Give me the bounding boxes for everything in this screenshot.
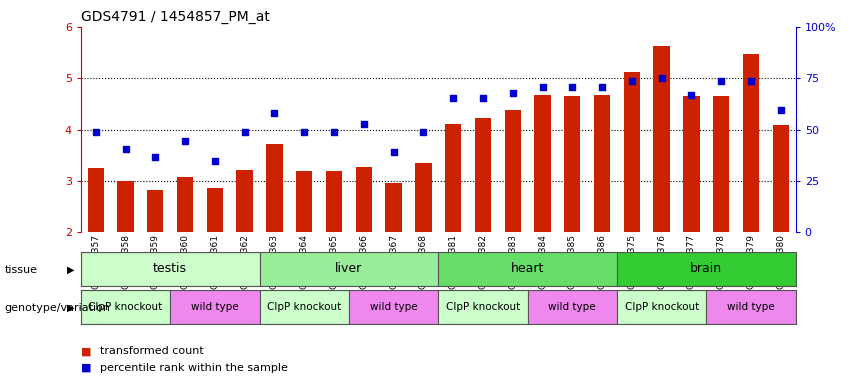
Point [386, 149, 400, 155]
Point [595, 84, 608, 91]
Point [565, 84, 579, 91]
Text: ■: ■ [81, 363, 91, 373]
Bar [654, 46, 670, 232]
Bar [617, 290, 706, 324]
Bar [266, 144, 283, 232]
Bar [528, 290, 617, 324]
Bar [260, 252, 438, 286]
Text: tissue: tissue [4, 265, 37, 275]
Bar [743, 54, 759, 232]
Text: ▶: ▶ [67, 303, 75, 313]
Bar [88, 168, 104, 232]
Bar [534, 95, 551, 232]
Point [148, 154, 162, 160]
Bar [564, 96, 580, 232]
Bar [624, 72, 640, 232]
Text: percentile rank within the sample: percentile rank within the sample [100, 363, 288, 373]
Point [208, 158, 221, 164]
Bar [147, 190, 163, 232]
Point [535, 84, 549, 91]
Point [327, 129, 340, 135]
Bar [177, 177, 193, 232]
Bar [207, 188, 223, 232]
Bar [81, 252, 260, 286]
Bar [713, 96, 729, 232]
Bar [117, 181, 134, 232]
Point [505, 89, 519, 96]
Text: ClpP knockout: ClpP knockout [89, 302, 163, 312]
Text: heart: heart [511, 262, 545, 275]
Text: transformed count: transformed count [100, 346, 203, 356]
Bar [81, 290, 170, 324]
Bar [296, 170, 312, 232]
Point [625, 78, 638, 84]
Bar [438, 252, 617, 286]
Text: GDS4791 / 1454857_PM_at: GDS4791 / 1454857_PM_at [81, 10, 270, 25]
Text: brain: brain [690, 262, 722, 275]
Point [297, 129, 311, 135]
Point [446, 95, 460, 101]
Bar [349, 290, 438, 324]
Point [89, 129, 102, 135]
Bar [475, 118, 491, 232]
Point [118, 146, 133, 152]
Bar [594, 95, 610, 232]
Bar [773, 126, 789, 232]
Text: genotype/variation: genotype/variation [4, 303, 111, 313]
Bar [237, 170, 253, 232]
Point [714, 78, 728, 84]
Point [684, 92, 698, 98]
Text: ClpP knockout: ClpP knockout [625, 302, 699, 312]
Point [178, 138, 191, 144]
Bar [505, 110, 521, 232]
Point [476, 95, 489, 101]
Bar [356, 167, 372, 232]
Text: ■: ■ [81, 346, 91, 356]
Text: testis: testis [153, 262, 187, 275]
Text: wild type: wild type [191, 302, 238, 312]
Bar [438, 290, 528, 324]
Text: wild type: wild type [549, 302, 596, 312]
Point [417, 129, 430, 135]
Point [774, 107, 787, 113]
Bar [706, 290, 796, 324]
Point [267, 110, 281, 116]
Bar [617, 252, 796, 286]
Text: liver: liver [335, 262, 363, 275]
Bar [683, 96, 700, 232]
Point [357, 121, 370, 127]
Text: ▶: ▶ [67, 265, 75, 275]
Bar [326, 170, 342, 232]
Bar [386, 182, 402, 232]
Point [237, 129, 252, 135]
Point [744, 78, 757, 84]
Bar [170, 290, 260, 324]
Text: wild type: wild type [728, 302, 774, 312]
Text: wild type: wild type [370, 302, 417, 312]
Bar [415, 163, 431, 232]
Bar [260, 290, 349, 324]
Bar [445, 124, 461, 232]
Text: ClpP knockout: ClpP knockout [267, 302, 341, 312]
Point [654, 75, 668, 81]
Text: ClpP knockout: ClpP knockout [446, 302, 520, 312]
